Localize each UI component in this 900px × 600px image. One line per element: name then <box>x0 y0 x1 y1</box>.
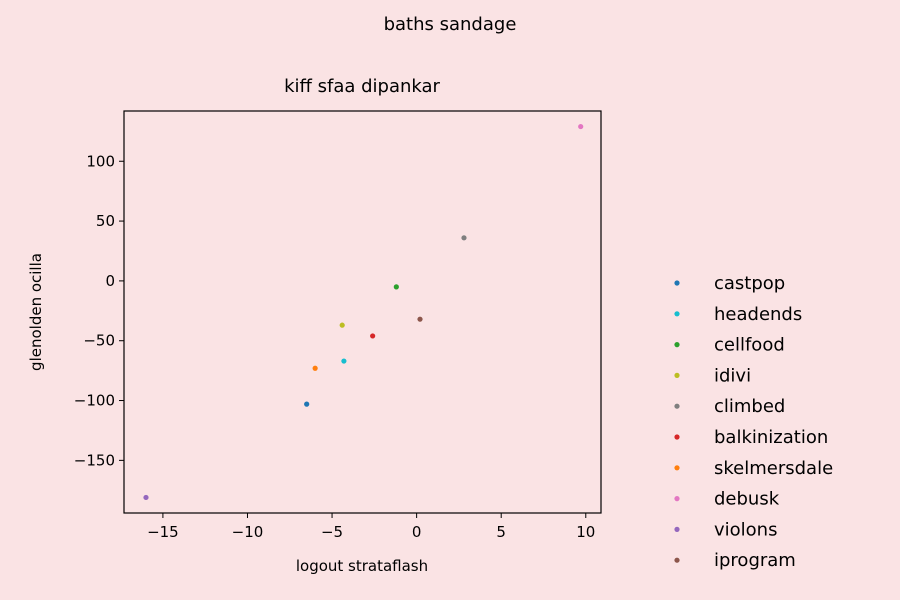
legend-marker-debusk <box>674 496 680 502</box>
legend-label-skelmersdale: skelmersdale <box>714 458 833 479</box>
legend-label-iprogram: iprogram <box>714 550 796 571</box>
legend-marker-idivi <box>674 372 680 378</box>
figure-title: baths sandage <box>384 14 517 35</box>
legend-label-balkinization: balkinization <box>714 427 828 448</box>
y-tick-label: −100 <box>74 392 115 410</box>
chart-title: kiff sfaa dipankar <box>284 76 440 97</box>
x-tick-label: −15 <box>147 523 179 541</box>
x-axis: −15 −10 −5 0 5 10 <box>147 513 595 541</box>
legend-label-castpop: castpop <box>714 273 785 294</box>
legend-label-cellfood: cellfood <box>714 335 785 356</box>
x-tick-label: 5 <box>496 523 506 541</box>
data-points <box>143 123 584 501</box>
x-axis-label: logout strataflash <box>296 557 428 575</box>
y-tick-label: 0 <box>105 272 115 290</box>
y-axis-label: glenolden ocilla <box>27 253 45 371</box>
data-point-cellfood <box>393 284 399 290</box>
legend-marker-cellfood <box>674 342 680 348</box>
data-point-iprogram <box>417 316 423 322</box>
data-point-debusk <box>578 123 584 130</box>
y-tick-label: −50 <box>83 332 115 350</box>
data-point-violons <box>143 494 149 501</box>
data-point-castpop <box>304 401 310 407</box>
legend-label-debusk: debusk <box>714 489 780 510</box>
x-tick-label: 10 <box>576 523 595 541</box>
y-tick-label: 100 <box>86 152 115 170</box>
plot-area <box>123 110 602 514</box>
data-point-skelmersdale <box>312 365 318 371</box>
legend-marker-castpop <box>674 280 680 286</box>
legend-marker-balkinization <box>674 434 680 440</box>
legend-marker-skelmersdale <box>674 465 680 471</box>
data-point-idivi <box>339 322 345 328</box>
legend-marker-headends <box>674 311 680 317</box>
y-tick-label: 50 <box>96 212 115 230</box>
x-tick-label: −5 <box>321 523 343 541</box>
legend-marker-violons <box>674 526 680 533</box>
legend-label-headends: headends <box>714 304 802 325</box>
x-tick-label: −10 <box>232 523 264 541</box>
legend-marker-iprogram <box>674 557 680 563</box>
legend: castpop headends cellfood idivi climbed balki… <box>674 273 833 571</box>
legend-label-violons: violons <box>714 519 777 540</box>
data-point-balkinization <box>370 333 376 339</box>
y-axis: −150 −100 −50 0 50 100 <box>74 152 124 469</box>
data-point-headends <box>341 358 347 364</box>
y-tick-label: −150 <box>74 451 115 469</box>
data-point-climbed <box>461 235 467 241</box>
legend-label-climbed: climbed <box>714 396 785 417</box>
legend-marker-climbed <box>674 403 680 409</box>
legend-label-idivi: idivi <box>714 365 751 386</box>
x-tick-label: 0 <box>412 523 422 541</box>
